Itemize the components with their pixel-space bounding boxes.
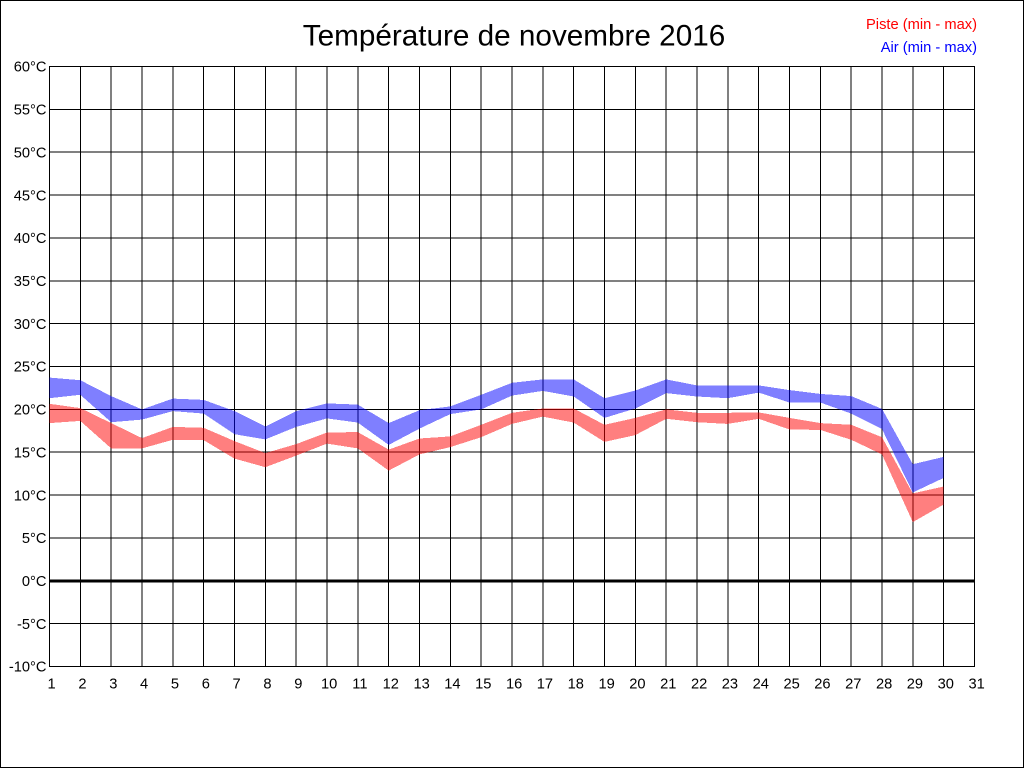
svg-text:10: 10	[321, 677, 337, 693]
svg-text:26: 26	[814, 677, 830, 693]
svg-text:11: 11	[352, 677, 367, 693]
svg-text:6: 6	[202, 677, 210, 693]
svg-text:3: 3	[109, 677, 117, 693]
svg-text:-10°C: -10°C	[9, 660, 47, 676]
svg-text:12: 12	[383, 677, 399, 693]
svg-text:30°C: 30°C	[14, 317, 47, 333]
svg-text:8: 8	[263, 677, 271, 693]
svg-text:19: 19	[598, 677, 614, 693]
svg-text:1: 1	[48, 677, 56, 693]
svg-text:5°C: 5°C	[22, 531, 47, 547]
svg-text:24: 24	[753, 677, 769, 693]
svg-text:29: 29	[907, 677, 923, 693]
svg-text:14: 14	[444, 677, 460, 693]
svg-text:9: 9	[294, 677, 302, 693]
svg-text:Température de novembre 2016: Température de novembre 2016	[303, 20, 725, 53]
svg-text:-5°C: -5°C	[17, 617, 47, 633]
svg-text:45°C: 45°C	[14, 188, 47, 204]
svg-text:17: 17	[537, 677, 553, 693]
svg-text:50°C: 50°C	[14, 145, 47, 161]
svg-text:40°C: 40°C	[14, 231, 47, 247]
svg-text:28: 28	[876, 677, 892, 693]
svg-text:30: 30	[938, 677, 954, 693]
svg-text:20°C: 20°C	[14, 403, 47, 419]
svg-text:60°C: 60°C	[14, 60, 47, 76]
svg-text:23: 23	[722, 677, 738, 693]
svg-text:25°C: 25°C	[14, 360, 47, 376]
svg-text:21: 21	[660, 677, 676, 693]
svg-text:22: 22	[691, 677, 707, 693]
svg-text:7: 7	[233, 677, 241, 693]
svg-text:31: 31	[968, 677, 984, 693]
svg-text:18: 18	[568, 677, 584, 693]
svg-text:55°C: 55°C	[14, 103, 47, 119]
svg-text:16: 16	[506, 677, 522, 693]
svg-text:20: 20	[629, 677, 645, 693]
svg-text:5: 5	[171, 677, 179, 693]
svg-text:Air (min - max): Air (min - max)	[881, 40, 977, 56]
svg-text:2: 2	[78, 677, 86, 693]
svg-text:4: 4	[140, 677, 148, 693]
svg-text:Piste (min - max): Piste (min - max)	[866, 17, 977, 33]
svg-text:35°C: 35°C	[14, 274, 47, 290]
svg-text:15: 15	[475, 677, 491, 693]
svg-text:13: 13	[413, 677, 429, 693]
svg-text:27: 27	[845, 677, 861, 693]
svg-text:10°C: 10°C	[14, 488, 47, 504]
svg-text:0°C: 0°C	[22, 574, 47, 590]
svg-text:15°C: 15°C	[14, 445, 47, 461]
svg-text:25: 25	[783, 677, 799, 693]
